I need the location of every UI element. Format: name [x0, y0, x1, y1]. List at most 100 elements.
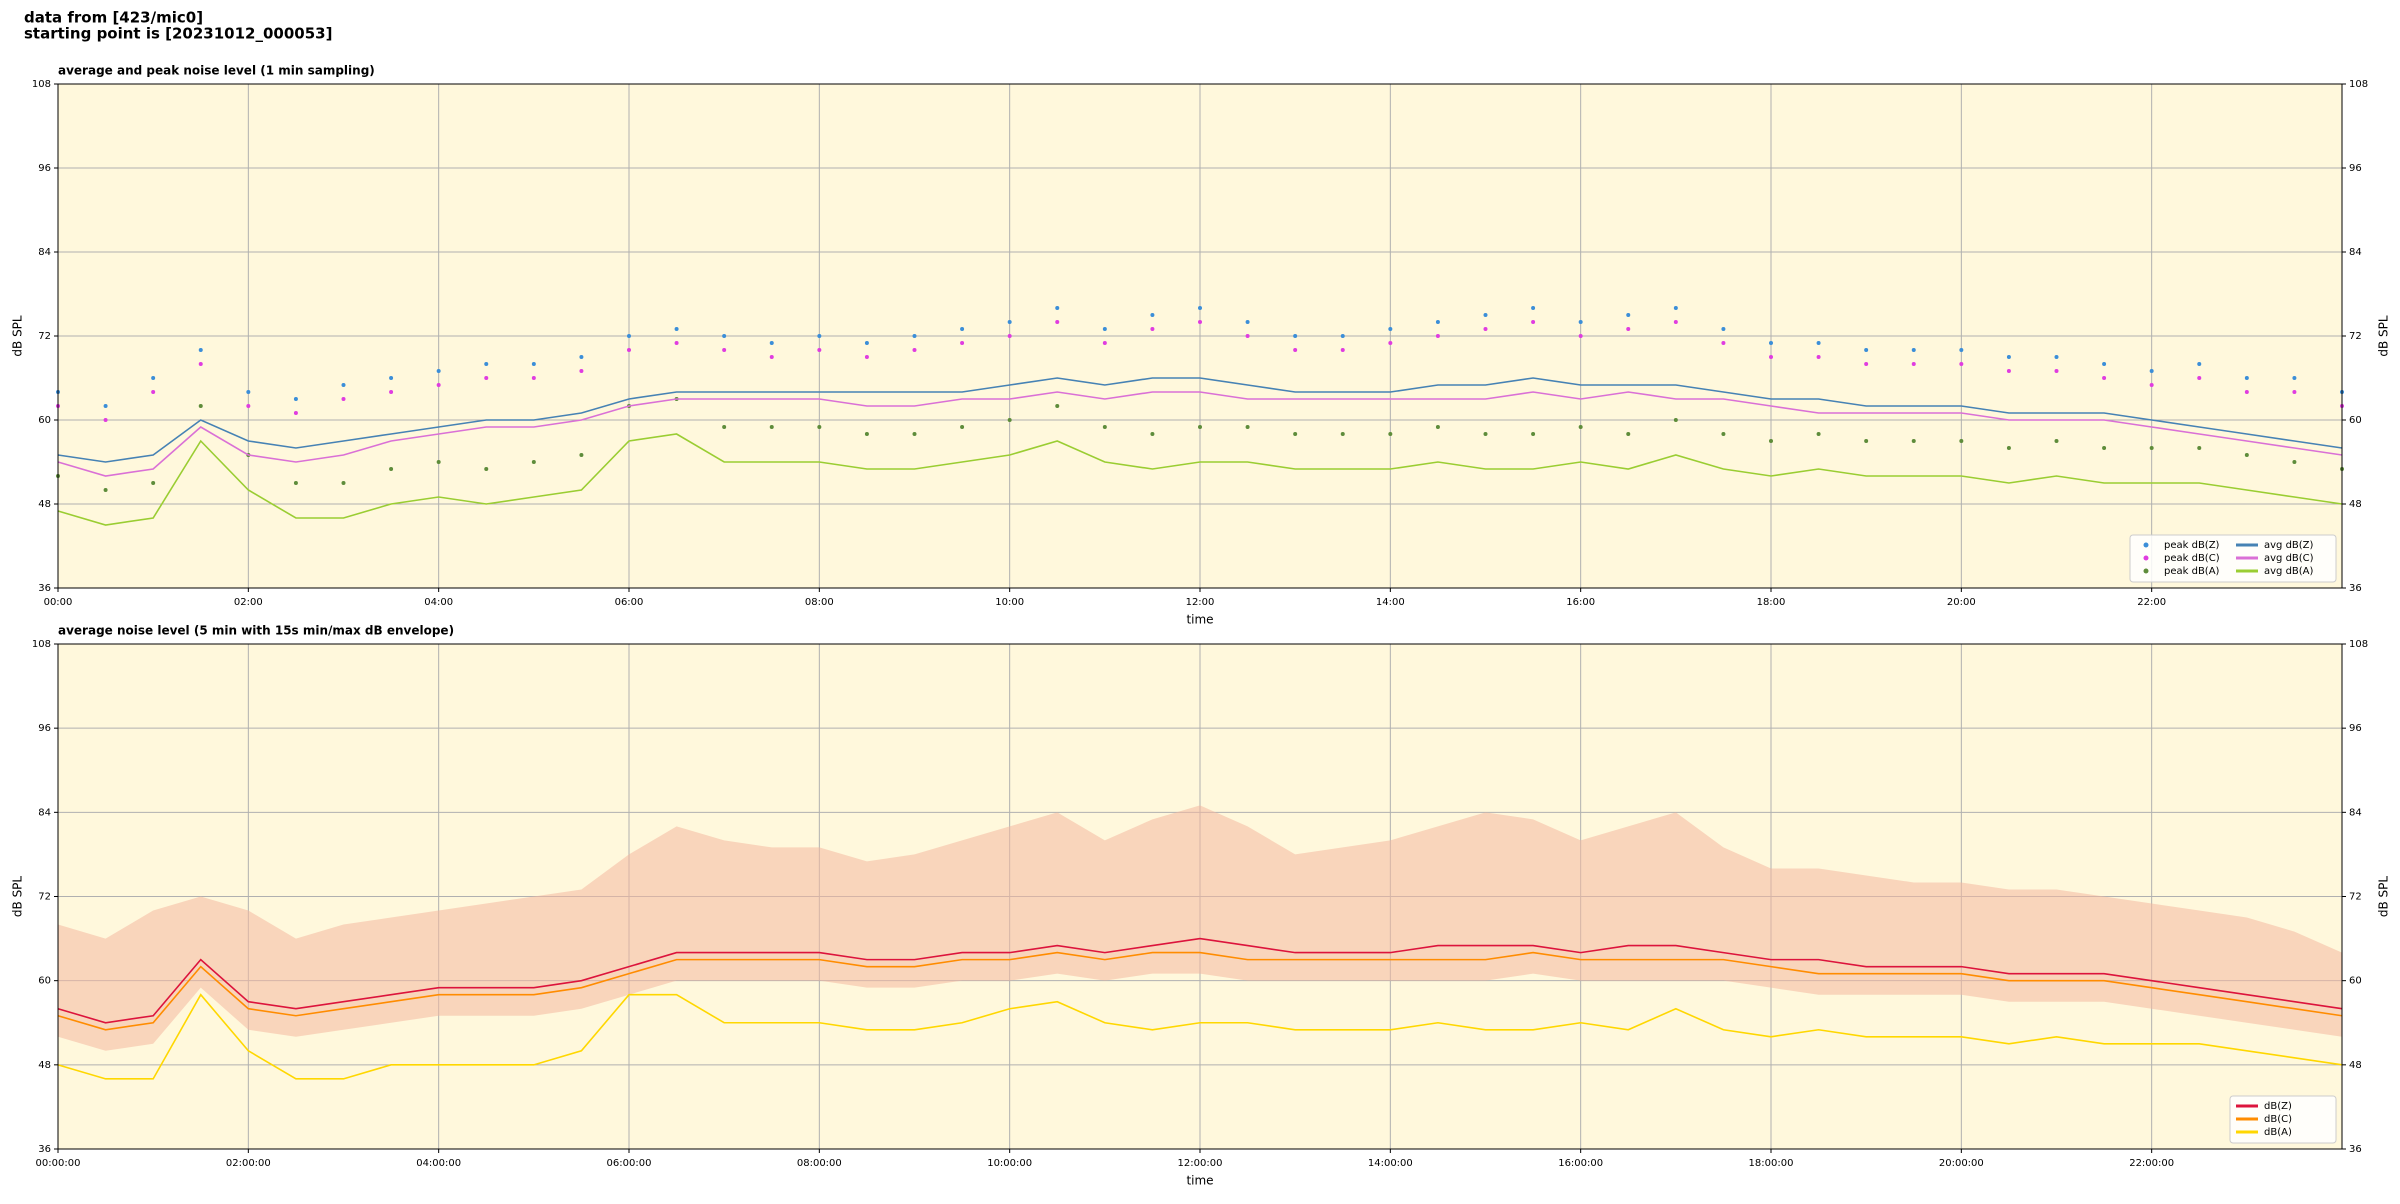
- y-tick-label: 96: [38, 163, 51, 174]
- peak-dot: [1198, 320, 1202, 324]
- peak-dot: [389, 390, 394, 394]
- x-tick-label: 02:00:00: [226, 1158, 271, 1169]
- y2-tick-label: 84: [2349, 247, 2362, 258]
- peak-dot: [389, 376, 394, 380]
- peak-dot: [2292, 460, 2297, 464]
- y2-axis-label: dB SPL: [2377, 876, 2391, 918]
- peak-dot: [1911, 439, 1916, 443]
- peak-dot: [1483, 327, 1488, 331]
- peak-dot: [960, 327, 965, 331]
- x-tick-label: 14:00: [1376, 597, 1405, 608]
- y2-tick-label: 60: [2349, 415, 2362, 426]
- peak-dot: [1007, 418, 1012, 422]
- peak-dot: [2244, 376, 2249, 380]
- peak-dot: [1864, 362, 1869, 366]
- peak-dot: [1578, 425, 1583, 429]
- peak-dot: [103, 488, 108, 492]
- peak-dot: [1007, 320, 1012, 324]
- legend-swatch: [2143, 568, 2149, 574]
- series-line: [57, 993, 2343, 1080]
- plot-frame: [57, 643, 2343, 1150]
- peak-dot: [722, 348, 727, 352]
- peak-dot: [198, 362, 203, 366]
- peak-dot: [1388, 432, 1393, 436]
- legend-label: avg dB(Z): [2264, 540, 2314, 551]
- y-tick-label: 84: [38, 247, 51, 258]
- peak-dot: [1245, 334, 1250, 338]
- chart: average noise level (5 min with 15s min/…: [11, 624, 2391, 1188]
- x-tick-label: 08:00:00: [797, 1158, 842, 1169]
- peak-dot: [1150, 313, 1155, 317]
- peak-dot: [1102, 327, 1107, 331]
- y-tick-label: 36: [38, 1144, 51, 1155]
- y-tick-label: 36: [38, 583, 51, 594]
- y2-tick-label: 108: [2349, 79, 2368, 90]
- peak-dot: [1769, 341, 1773, 345]
- y-tick-label: 108: [32, 639, 51, 650]
- peak-dot: [1531, 320, 1536, 324]
- peak-dot: [389, 467, 394, 471]
- peak-dot: [2292, 390, 2297, 394]
- peak-dot: [1864, 348, 1869, 352]
- y2-tick-label: 48: [2349, 499, 2362, 510]
- peak-dot: [579, 369, 584, 373]
- peak-dot: [1531, 306, 1536, 310]
- y2-tick-label: 96: [2349, 723, 2362, 734]
- peak-dot: [912, 432, 917, 436]
- peak-dot: [2149, 369, 2154, 373]
- peak-dot: [2244, 453, 2249, 457]
- peak-dot: [2197, 376, 2202, 380]
- peak-dot: [1911, 348, 1916, 352]
- peak-dot: [627, 334, 631, 338]
- x-axis-label: time: [1186, 1174, 1213, 1188]
- peak-dot: [1055, 306, 1060, 310]
- peak-dot: [864, 432, 869, 436]
- x-tick-label: 04:00:00: [416, 1158, 461, 1169]
- peak-dot: [151, 390, 156, 394]
- peak-dot: [912, 334, 917, 338]
- x-tick-label: 20:00:00: [1939, 1158, 1984, 1169]
- peak-dot: [1055, 320, 1060, 324]
- peak-dot: [2292, 376, 2297, 380]
- envelope: [58, 805, 2342, 1051]
- peak-dot: [1340, 432, 1345, 436]
- x-tick-label: 10:00: [995, 597, 1024, 608]
- peak-dot: [579, 453, 584, 457]
- peak-dot: [531, 376, 536, 380]
- x-axis-label: time: [1186, 613, 1213, 627]
- peak-dot: [531, 460, 536, 464]
- y2-tick-label: 72: [2349, 892, 2362, 903]
- peak-dot: [1911, 362, 1916, 366]
- page-title: data from [423/mic0]: [24, 9, 203, 27]
- x-tick-label: 00:00: [44, 597, 73, 608]
- peak-dot: [674, 327, 679, 331]
- peak-dot: [1102, 425, 1107, 429]
- peak-dot: [341, 481, 346, 485]
- peak-dot: [1578, 334, 1583, 338]
- peak-dot: [1721, 341, 1726, 345]
- x-tick-label: 08:00: [805, 597, 834, 608]
- y-tick-label: 48: [38, 499, 51, 510]
- peak-dot: [1293, 348, 1298, 352]
- y2-axis-label: dB SPL: [2377, 315, 2391, 357]
- y-tick-label: 84: [38, 807, 51, 818]
- peak-dot: [103, 404, 108, 408]
- series-line: [57, 377, 2343, 463]
- legend-swatch: [2143, 555, 2149, 561]
- peak-dot: [2006, 446, 2011, 450]
- legend-label: dB(Z): [2264, 1101, 2292, 1112]
- x-tick-label: 12:00: [1186, 597, 1215, 608]
- peak-dot: [2102, 446, 2107, 450]
- peak-dot: [151, 481, 156, 485]
- peak-dot: [1721, 327, 1726, 331]
- peak-dot: [1769, 439, 1773, 443]
- x-tick-label: 00:00:00: [36, 1158, 81, 1169]
- peak-dot: [1198, 306, 1202, 310]
- peak-dot: [1816, 432, 1821, 436]
- peak-dot: [2197, 362, 2202, 366]
- y-tick-label: 60: [38, 976, 51, 987]
- x-tick-label: 20:00: [1947, 597, 1976, 608]
- legend-label: dB(A): [2264, 1127, 2292, 1138]
- peak-dot: [1245, 425, 1250, 429]
